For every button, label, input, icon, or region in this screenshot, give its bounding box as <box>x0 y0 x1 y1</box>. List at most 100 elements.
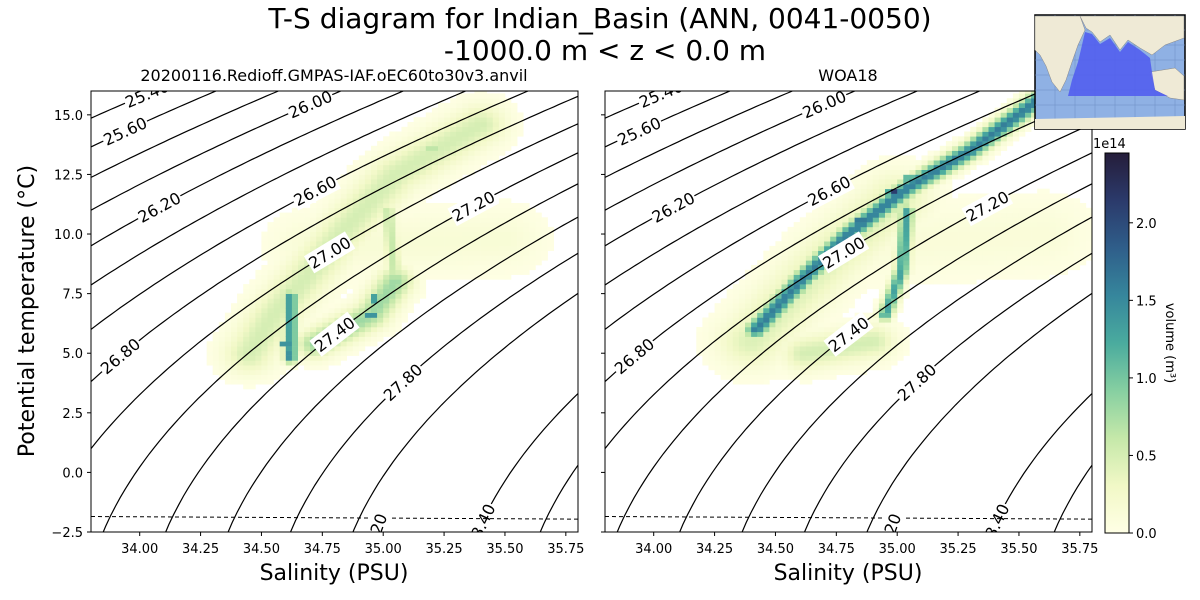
heatmap-cell <box>781 327 788 333</box>
heatmap-cell <box>921 193 928 199</box>
heatmap-cell <box>352 188 360 194</box>
heatmap-cell <box>273 217 280 223</box>
heatmap-cell <box>395 188 402 194</box>
heatmap-cell <box>450 231 457 237</box>
heatmap-cell <box>903 164 910 170</box>
heatmap-cell <box>878 293 886 299</box>
heatmap-cell <box>340 179 347 185</box>
heatmap-cell <box>921 179 928 185</box>
heatmap-cell <box>836 365 843 371</box>
heatmap-cell <box>243 384 250 390</box>
heatmap-cell <box>285 284 293 290</box>
heatmap-cell <box>787 274 794 280</box>
heatmap-cell <box>745 327 752 333</box>
heatmap-cell <box>480 126 487 132</box>
heatmap-cell <box>273 298 280 304</box>
heatmap-cell <box>885 355 892 361</box>
heatmap-cell <box>492 236 500 242</box>
heatmap-cell <box>982 126 989 132</box>
heatmap-cell <box>267 379 274 385</box>
heatmap-cell <box>939 179 947 185</box>
heatmap-cell <box>763 360 770 366</box>
heatmap-cell <box>389 255 396 261</box>
heatmap-cell <box>371 212 378 218</box>
heatmap-cell <box>346 298 354 304</box>
heatmap-cell <box>389 250 396 256</box>
heatmap-cell <box>462 93 469 99</box>
heatmap-cell <box>498 203 506 209</box>
heatmap-cell <box>535 222 542 228</box>
heatmap-cell <box>480 122 487 128</box>
heatmap-cell <box>255 336 262 342</box>
heatmap-cell <box>383 203 390 209</box>
heatmap-cell <box>830 269 837 275</box>
heatmap-cell <box>340 303 347 309</box>
heatmap-cell <box>431 274 439 280</box>
heatmap-cell <box>769 346 776 352</box>
heatmap-cell <box>444 179 451 185</box>
heatmap-cell <box>842 365 849 371</box>
heatmap-cell <box>812 317 819 323</box>
heatmap-cell <box>267 365 274 371</box>
heatmap-cell <box>218 336 226 342</box>
heatmap-cell <box>1012 226 1020 232</box>
heatmap-cell <box>1049 212 1056 218</box>
heatmap-cell <box>285 365 293 371</box>
heatmap-cell <box>769 298 776 304</box>
heatmap-cell <box>261 231 268 237</box>
heatmap-cell <box>964 245 971 251</box>
heatmap-cell <box>358 269 366 275</box>
heatmap-cell <box>474 141 481 147</box>
heatmap-cell <box>763 312 770 318</box>
heatmap-cell <box>480 160 487 166</box>
heatmap-cell <box>504 112 512 118</box>
heatmap-cell <box>450 98 457 104</box>
heatmap-cell <box>358 303 366 309</box>
heatmap-cell <box>891 307 898 313</box>
heatmap-cell <box>364 160 372 166</box>
heatmap-cell <box>413 298 420 304</box>
heatmap-cell <box>474 164 481 170</box>
heatmap-cell <box>511 241 518 247</box>
heatmap-cell <box>468 231 475 237</box>
heatmap-cell <box>419 265 427 271</box>
heatmap-cell <box>291 312 299 318</box>
heatmap-cell <box>310 212 317 218</box>
heatmap-cell <box>726 369 734 375</box>
heatmap-cell <box>860 369 868 375</box>
heatmap-cell <box>383 193 390 199</box>
heatmap-cell <box>224 360 232 366</box>
heatmap-cell <box>787 279 794 285</box>
heatmap-cell <box>982 260 989 266</box>
heatmap-cell <box>444 117 451 123</box>
heatmap-cell <box>371 255 378 261</box>
heatmap-cell <box>304 365 311 371</box>
heatmap-cell <box>976 231 983 237</box>
heatmap-cell <box>444 226 451 232</box>
heatmap-cell <box>726 336 734 342</box>
heatmap-cell <box>468 145 475 151</box>
heatmap-cell <box>1006 112 1014 118</box>
heatmap-cell <box>921 250 928 256</box>
heatmap-cell <box>364 203 372 209</box>
heatmap-cell <box>933 184 941 190</box>
heatmap-cell <box>498 217 506 223</box>
heatmap-cell <box>218 374 226 380</box>
heatmap-cell <box>352 241 360 247</box>
heatmap-cell <box>708 346 715 352</box>
heatmap-cell <box>547 231 554 237</box>
heatmap-cell <box>352 184 360 190</box>
heatmap-cell <box>480 91 487 94</box>
heatmap-cell <box>523 207 530 213</box>
heatmap-cell <box>383 269 390 275</box>
heatmap-cell <box>425 245 433 251</box>
heatmap-cell <box>346 274 354 280</box>
heatmap-cell <box>805 293 813 299</box>
heatmap-cell <box>492 141 500 147</box>
heatmap-cell <box>763 322 770 328</box>
heatmap-cell <box>775 298 782 304</box>
heatmap-cell <box>255 341 262 347</box>
heatmap-cell <box>401 222 408 228</box>
heatmap-cell <box>231 355 238 361</box>
heatmap-cell <box>291 212 299 218</box>
